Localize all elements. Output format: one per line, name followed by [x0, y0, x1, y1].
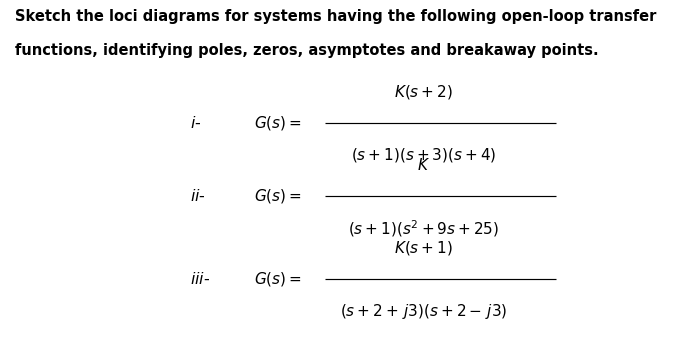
Text: $G(s)=$: $G(s)=$ [254, 187, 302, 205]
Text: $\mathit{i\text{-}}$: $\mathit{i\text{-}}$ [190, 115, 201, 131]
Text: $\mathit{ii\text{-}}$: $\mathit{ii\text{-}}$ [190, 188, 205, 204]
Text: $\mathit{iii\text{-}}$: $\mathit{iii\text{-}}$ [190, 271, 210, 287]
Text: $K(s+1)$: $K(s+1)$ [395, 239, 453, 257]
Text: Sketch the loci diagrams for systems having the following open-loop transfer: Sketch the loci diagrams for systems hav… [15, 9, 656, 24]
Text: $(s+1)(s^{2}+9s+25)$: $(s+1)(s^{2}+9s+25)$ [348, 219, 500, 239]
Text: $(s+1)(s+3)(s+4)$: $(s+1)(s+3)(s+4)$ [351, 146, 496, 164]
Text: $(s+2+\,j3)(s+2-\,j3)$: $(s+2+\,j3)(s+2-\,j3)$ [340, 302, 507, 321]
Text: $K(s+2)$: $K(s+2)$ [395, 83, 453, 101]
Text: $G(s)=$: $G(s)=$ [254, 270, 302, 288]
Text: $G(s)=$: $G(s)=$ [254, 114, 302, 132]
Text: functions, identifying poles, zeros, asymptotes and breakaway points.: functions, identifying poles, zeros, asy… [15, 43, 599, 58]
Text: $K$: $K$ [417, 158, 431, 174]
